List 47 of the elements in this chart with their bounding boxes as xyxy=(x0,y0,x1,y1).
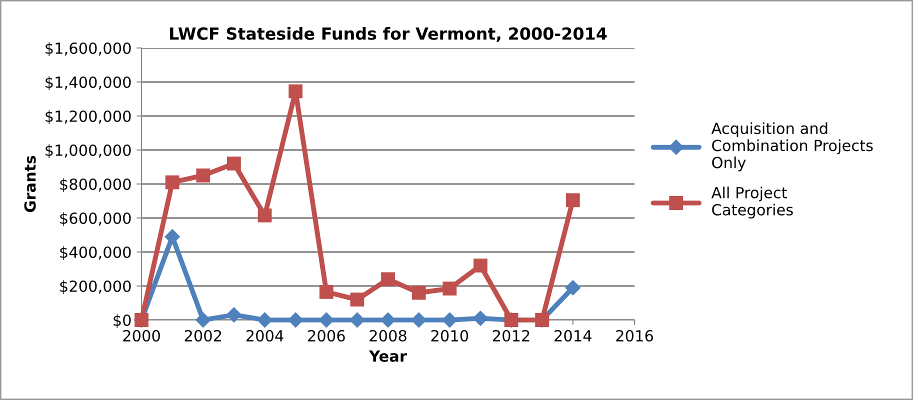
y-tick-label: $400,000 xyxy=(60,246,131,260)
point xyxy=(350,312,365,328)
x-tick-label: 2014 xyxy=(554,330,592,342)
y-tick-label: $200,000 xyxy=(60,280,131,294)
x-tick-label: 2010 xyxy=(431,330,468,342)
point xyxy=(566,193,580,208)
chart-title: LWCF Stateside Funds for Vermont, 2000-2014 xyxy=(170,27,607,42)
point xyxy=(474,258,488,273)
point xyxy=(227,156,241,171)
x-tick-label: 2002 xyxy=(184,330,222,342)
y-tick-label: $1,200,000 xyxy=(46,110,131,124)
x-tick-label: 2008 xyxy=(370,330,406,342)
x-tick-label: 2000 xyxy=(123,330,160,342)
y-tick-label: $1,400,000 xyxy=(46,76,131,90)
x-tick-label: 2016 xyxy=(616,330,654,342)
point xyxy=(565,280,580,296)
legend-label: Acquisition and Combination Projects Only xyxy=(711,122,873,172)
point xyxy=(412,286,426,300)
x-axis-title: Year xyxy=(368,350,407,362)
x-tick-label: 2006 xyxy=(308,330,345,342)
point xyxy=(226,307,242,322)
point xyxy=(165,175,180,190)
point xyxy=(164,229,180,244)
point xyxy=(258,208,272,222)
point xyxy=(442,312,458,328)
point xyxy=(381,272,395,286)
point xyxy=(380,312,396,328)
y-tick-label: $1,000,000 xyxy=(46,144,131,158)
point xyxy=(288,312,304,328)
point xyxy=(196,168,210,182)
y-tick-label: $1,600,000 xyxy=(46,42,131,56)
y-tick-label: $0 xyxy=(114,314,131,328)
point xyxy=(350,292,364,307)
y-tick-label: $800,000 xyxy=(60,178,131,192)
x-tick-label: 2012 xyxy=(492,330,530,342)
legend-label: All Project Categories xyxy=(711,186,793,218)
y-tick-label: $600,000 xyxy=(60,212,131,226)
point xyxy=(442,282,457,296)
y-axis-title: Grants xyxy=(24,156,36,212)
point xyxy=(318,312,334,328)
point xyxy=(411,312,426,328)
x-tick-label: 2004 xyxy=(246,330,284,342)
point xyxy=(319,285,334,299)
point xyxy=(288,84,303,98)
point xyxy=(472,310,488,326)
point xyxy=(257,312,272,328)
point xyxy=(196,312,211,328)
